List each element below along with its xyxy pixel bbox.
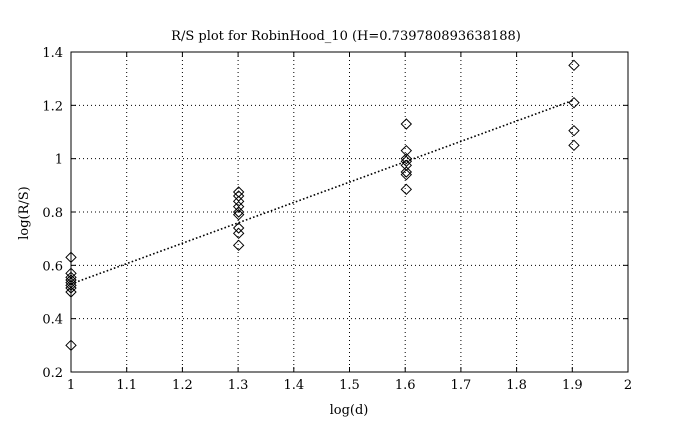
data-point (568, 96, 580, 109)
data-point (65, 286, 77, 298)
y-tick-label: 0.2 (42, 366, 63, 381)
y-axis-label: log(R/S) (17, 186, 32, 240)
fit-line-group (70, 99, 575, 285)
x-tick-label: 2 (624, 378, 632, 393)
data-point (400, 168, 413, 181)
y-tick-label: 1.2 (42, 99, 63, 114)
data-point (400, 166, 413, 178)
x-tick-label: 1.5 (339, 378, 360, 393)
x-tick-label: 1.3 (228, 378, 249, 393)
data-points (65, 59, 580, 352)
data-point (65, 282, 77, 294)
data-point (232, 206, 245, 218)
x-tick-label: 1.9 (562, 378, 583, 393)
data-point (65, 339, 77, 352)
x-tick-label: 1.1 (116, 378, 137, 393)
data-point (232, 227, 245, 240)
data-point (232, 239, 245, 252)
x-tick-label: 1.8 (506, 378, 527, 393)
y-tick-label: 0.4 (42, 313, 63, 328)
data-point (568, 59, 580, 72)
x-tick-label: 1.6 (395, 378, 416, 393)
y-tick-label: 0.8 (42, 206, 63, 221)
x-tick-label: 1.7 (451, 378, 472, 393)
data-point (232, 186, 245, 198)
data-point (65, 274, 77, 286)
fit-line (70, 99, 575, 285)
x-tick-label: 1 (67, 378, 75, 393)
x-tick-label: 1.2 (172, 378, 193, 393)
y-tick-label: 1 (55, 153, 63, 168)
data-point (568, 139, 580, 152)
data-point (232, 208, 245, 221)
data-point (232, 200, 245, 213)
chart-title: R/S plot for RobinHood_10 (H=0.739780893… (171, 29, 521, 44)
x-tick-label: 1.4 (283, 378, 304, 393)
data-point (400, 118, 413, 130)
grid-lines (71, 52, 628, 372)
data-point (65, 279, 77, 292)
y-tick-label: 0.6 (42, 259, 63, 274)
x-axis-label: log(d) (330, 403, 369, 418)
data-point (568, 124, 580, 137)
data-point (232, 222, 245, 234)
data-point (400, 183, 413, 196)
data-point (400, 152, 413, 165)
x-axis-ticks: 1 1.1 1.2 1.3 1.4 1.5 1.6 1.7 1.8 1.9 2 (67, 52, 632, 393)
data-point (65, 251, 77, 264)
y-tick-label: 1.4 (42, 46, 63, 61)
y-axis-ticks: 0.2 0.4 0.6 0.8 1 1.2 1.4 (42, 46, 628, 381)
